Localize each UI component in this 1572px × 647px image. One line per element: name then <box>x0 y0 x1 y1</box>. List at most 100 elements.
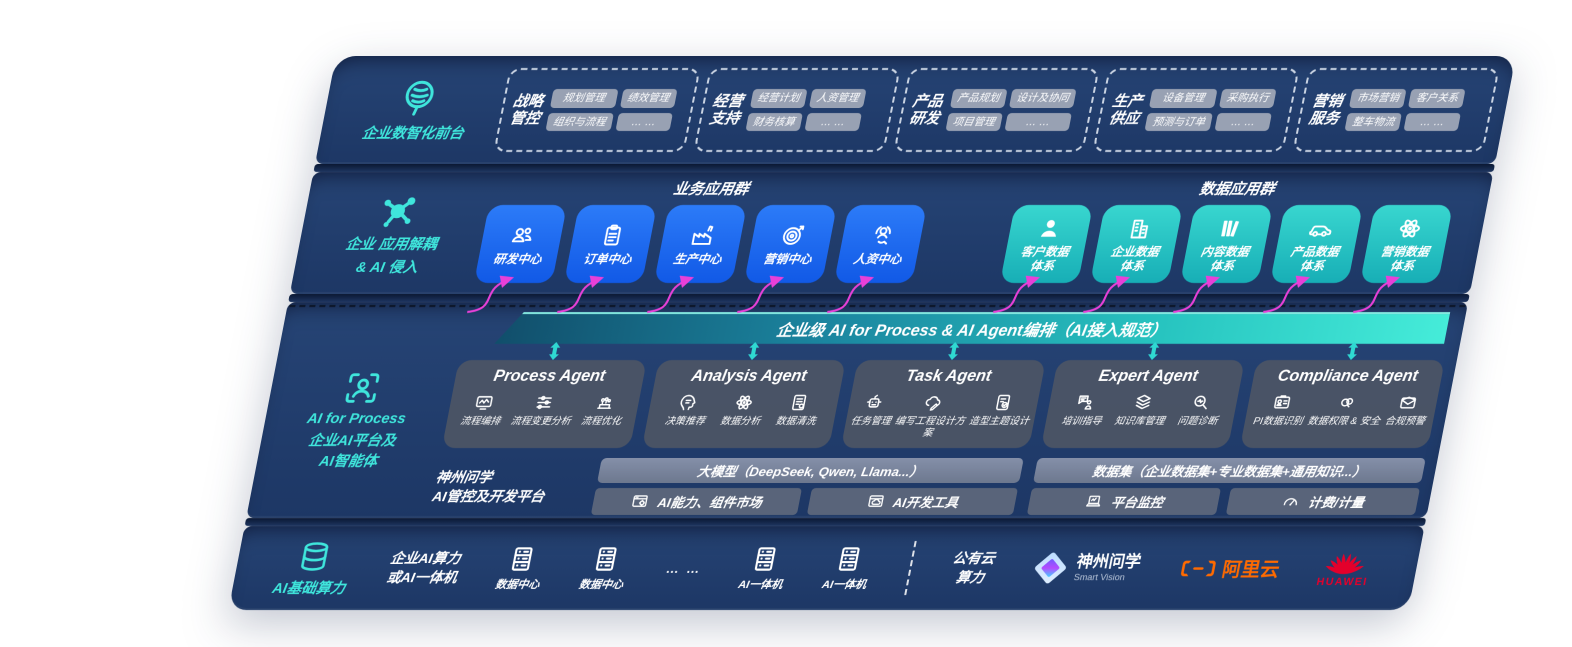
cloud-pen-icon <box>921 392 946 413</box>
compliance-agent-card: Compliance Agent PI数据识别 数据权限 & 安全 合规预警 <box>1240 342 1445 448</box>
process-agent-card: Process Agent 流程编排 流程变更分析 流程优化 <box>441 342 647 448</box>
application-layer-label-line1: 企业 应用解耦 <box>344 237 439 254</box>
analysis-agent-card: Analysis Agent 决策推荐 数据分析 数据清洗 <box>641 342 847 448</box>
double-arrow-icon <box>948 342 960 360</box>
marketing-atom-icon <box>1393 215 1425 242</box>
layer-edge <box>288 294 1470 302</box>
group-marketing-service: 营销 服务 市场营销 客户关系 整车物流 … … <box>1292 68 1500 152</box>
chip: 市场营销 <box>1349 89 1407 108</box>
application-layer: 企业 应用解耦 & AI 侵入 业务应用群 研发中心 订单中心 <box>289 172 1494 294</box>
ai-platform-layer: 企业级 AI for Process & AI Agent编排（AI接入规范） … <box>246 302 1469 518</box>
huawei-logo: HUAWEI <box>1316 548 1375 588</box>
double-arrow-icon <box>548 342 560 360</box>
clipboard-icon <box>596 222 628 249</box>
chip: 整车物流 <box>1344 112 1403 131</box>
data-app-group: 数据应用群 客户数据体系 企业数据体系 内容数据体系 <box>982 176 1475 294</box>
card-product-data: 产品数据体系 <box>1269 205 1364 283</box>
chip: 规划管理 <box>550 89 619 108</box>
sliders-icon <box>532 392 557 413</box>
aliyun-logo: 阿里云 <box>1177 555 1282 582</box>
card-rd-center: 研发中心 <box>473 205 568 283</box>
chip: 人资管理 <box>808 89 867 108</box>
smartvision-logo: 神州问学 Smart Vision <box>1029 550 1143 586</box>
ai-platform-label-line3: AI智能体 <box>317 454 379 471</box>
smartvision-diamond-icon <box>1035 552 1067 584</box>
chip: 客户关系 <box>1408 89 1466 108</box>
group-product-rd: 产品 研发 产品规划 设计及协同 项目管理 … … <box>892 68 1101 152</box>
expert-agent-card: Expert Agent 培训指导 知识库管理 问题诊断 <box>1040 342 1246 448</box>
card-hr-center: 人资中心 <box>833 205 928 283</box>
chip: 预测与订单 <box>1144 112 1213 131</box>
brain-icon <box>395 77 445 119</box>
chip: 设备管理 <box>1149 89 1218 108</box>
customer-icon <box>1033 215 1065 242</box>
team-icon <box>506 222 538 249</box>
tablet-check-icon <box>990 392 1015 413</box>
ai-platform-label-line1: AI for Process <box>305 411 408 427</box>
chip: … … <box>614 112 673 131</box>
enterprise-building-icon <box>1123 215 1155 242</box>
person-scan-icon <box>339 368 387 408</box>
laptop-chart-icon <box>1082 492 1105 511</box>
chip: 财务核算 <box>745 112 803 131</box>
factory-icon <box>686 222 718 249</box>
dataset-block: 数据集（企业数据集+专业数据集+通用知识...） 平台监控 计费/计量 <box>1026 458 1426 515</box>
group-production-supply: 生产 供应 设备管理 采购执行 预测与订单 … … <box>1092 68 1300 152</box>
aliyun-bracket-icon <box>1181 560 1216 576</box>
application-layer-label-zone: 企业 应用解耦 & AI 侵入 <box>308 176 479 294</box>
agent-cards-row: Process Agent 流程编排 流程变更分析 流程优化 Analysis … <box>441 342 1445 448</box>
double-arrow-icon <box>748 342 760 360</box>
server-icon <box>747 544 783 574</box>
group-business-support: 经营 支持 经营计划 人资管理 财务核算 … … <box>693 68 901 152</box>
chip: … … <box>1403 112 1462 131</box>
card-marketing-data: 营销数据体系 <box>1359 205 1454 283</box>
card-order-center: 订单中心 <box>563 205 658 283</box>
dashed-divider <box>903 541 917 595</box>
chip: 采购执行 <box>1218 89 1277 108</box>
training-icon <box>1073 392 1098 413</box>
chip: 绩效管理 <box>619 89 678 108</box>
billing-metering-cell: 计费/计量 <box>1225 488 1421 515</box>
atom-icon <box>731 392 756 413</box>
llm-header: 大模型（DeepSeek, Qwen, Llama...） <box>596 458 1024 483</box>
ai-dev-tools-cell: AI开发工具 <box>806 488 1018 515</box>
workflow-icon <box>471 392 496 413</box>
window-cloud-icon <box>864 492 887 511</box>
ai-platform-label-zone: AI for Process 企业AI平台及 AI智能体 <box>271 368 441 473</box>
gauge-icon <box>1280 492 1303 511</box>
server-icon <box>504 544 540 574</box>
card-production-center: 生产中心 <box>653 205 748 283</box>
platform-monitor-cell: 平台监控 <box>1026 488 1221 515</box>
ai-appliance-node: AI一体机 <box>821 544 874 592</box>
enterprise-compute-label: 企业AI算力 或AI一体机 <box>385 550 463 585</box>
front-office-groups: 战略 管控 规划管理 绩效管理 组织与流程 … … 经营 支持 经营计划 人资管理 … <box>493 68 1500 152</box>
datacenter-node: 数据中心 <box>578 544 631 592</box>
link-circles-icon <box>1335 392 1360 413</box>
ai-platform-label-line2: 企业AI平台及 <box>307 432 398 449</box>
server-icon <box>588 544 624 574</box>
infrastructure-layer: AI基础算力 企业AI算力 或AI一体机 数据中心 数据中心 … … AI一体机 <box>228 526 1425 610</box>
chip: 产品规划 <box>949 89 1008 108</box>
dataset-header: 数据集（企业数据集+专业数据集+通用知识...） <box>1032 458 1426 483</box>
doc-gear-icon <box>787 392 812 413</box>
chip: … … <box>1214 112 1272 131</box>
chip: 设计及协同 <box>1008 89 1077 108</box>
application-layer-label-line2: & AI 侵入 <box>354 260 420 276</box>
car-icon <box>1303 215 1335 242</box>
ai-appliance-node: AI一体机 <box>737 544 790 592</box>
layer-edge <box>244 518 1427 526</box>
llm-block: 大模型（DeepSeek, Qwen, Llama...） AI能力、组件市场 … <box>590 458 1024 515</box>
robot-icon <box>862 392 887 413</box>
double-arrow-icon <box>1347 342 1359 360</box>
double-arrow-icon <box>1147 342 1159 360</box>
card-customer-data: 客户数据体系 <box>999 205 1094 283</box>
platform-row: 神州问学 AI管控及开发平台 大模型（DeepSeek, Qwen, Llama… <box>429 458 1426 515</box>
decision-head-icon <box>676 392 701 413</box>
window-gear-icon <box>629 492 652 511</box>
diagnose-icon <box>1189 392 1214 413</box>
chip: 项目管理 <box>945 112 1003 131</box>
molecule-icon <box>374 192 422 232</box>
layer-separator-dashed-line <box>289 305 1466 307</box>
infra-label-zone: AI基础算力 <box>271 539 355 598</box>
